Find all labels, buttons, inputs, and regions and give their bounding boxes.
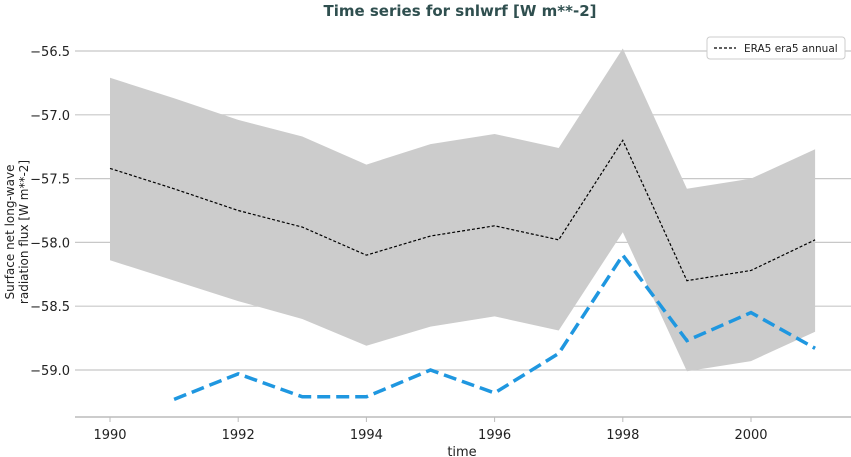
- spread-band: [110, 48, 816, 372]
- y-tick-label: −58.5: [30, 300, 70, 315]
- x-tick-label: 1996: [478, 428, 511, 443]
- legend-box: [706, 36, 846, 60]
- chart-title: Time series for snlwrf [W m**-2]: [323, 2, 596, 20]
- x-axis-label: time: [447, 445, 476, 457]
- legend-label: ERA5 era5 annual: [744, 43, 838, 55]
- y-tick-label: −57.5: [30, 173, 70, 188]
- y-tick-label: −56.5: [30, 45, 70, 60]
- x-tick-label: 1994: [350, 428, 383, 443]
- x-tick-label: 1990: [93, 428, 126, 443]
- series-blue-line: [173, 252, 816, 401]
- x-tick-label: 1992: [222, 428, 255, 443]
- y-tick-label: −58.0: [30, 236, 70, 251]
- y-tick-label: −57.0: [30, 109, 70, 124]
- y-axis-label-line-2: radiation flux [W m**-2]: [17, 160, 31, 304]
- y-axis-label-line-1: Surface net long-wave: [3, 165, 17, 300]
- legend: ERA5 era5 annual: [706, 36, 846, 60]
- y-tick-label: −59.0: [30, 364, 70, 379]
- y-axis-label: Surface net long-wave radiation flux [W …: [3, 160, 31, 304]
- x-tick-label: 2000: [734, 428, 767, 443]
- series-era5-line: [109, 139, 816, 282]
- x-tick-label: 1998: [606, 428, 639, 443]
